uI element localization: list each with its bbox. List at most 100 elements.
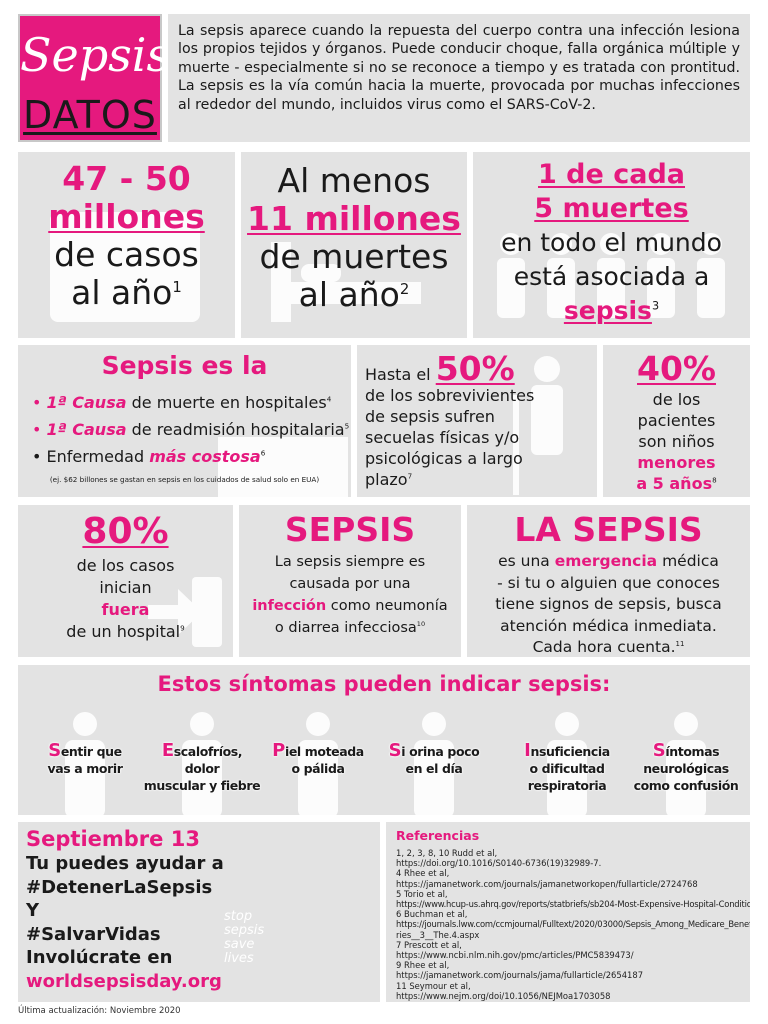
reference-link[interactable]: https://www.nejm.org/doi/10.1056/NEJMoa1… — [396, 990, 611, 1001]
reference-link[interactable]: https://www.ncbi.nlm.nih.gov/pmc/article… — [396, 950, 634, 961]
deaths-atleast: Al menos — [277, 161, 431, 200]
cta-l1: Tu puedes ayudar a — [26, 853, 224, 874]
panel-cases: 47 - 50 millones de casos al año1 — [18, 152, 235, 338]
panel-infection: SEPSIS La sepsis siempre es causada por … — [239, 505, 461, 657]
hospital-bed-icon — [271, 242, 421, 322]
panel-causes: Sepsis es la • 1ª Causa de muerte en hos… — [18, 345, 351, 497]
logo-word: stop — [224, 909, 253, 924]
ref-3: 3 — [651, 299, 660, 313]
symptom-4-l2: en el día — [405, 761, 463, 776]
infection-l2: causada por una — [289, 576, 411, 592]
logo-word: save — [224, 937, 255, 952]
symptom-3-rest: iel moteada — [284, 744, 364, 759]
person-icon — [298, 712, 338, 818]
cases-year: al año — [71, 273, 173, 312]
survivors-pct: 50% — [435, 349, 515, 388]
logo-word: lives — [224, 951, 254, 966]
ratio-associated: está asociada a — [513, 262, 710, 291]
title-datos: DATOS — [23, 93, 157, 137]
reference-line: 7 Prescott et al, — [396, 939, 462, 950]
cases-label: de casos — [54, 235, 199, 274]
symptom-2-l2: muscular y fiebre — [143, 778, 261, 793]
survivors-l1: de los sobrevivientes — [365, 386, 535, 405]
infection-l4: o diarrea infecciosa — [274, 620, 417, 636]
panel-survivors: Hasta el 50% de los sobrevivientes de se… — [357, 345, 597, 497]
exit-arrow-icon — [148, 577, 222, 647]
deaths-millions: 11 millones — [247, 199, 461, 238]
reference-link[interactable]: https://jamanetwork.com/journals/jamanet… — [396, 878, 698, 889]
children-l4: menores — [637, 453, 716, 472]
cause1-text: de muerte en hospitales — [126, 393, 327, 412]
symptom-6-rest: íntomas — [665, 744, 720, 759]
panel-emergency: LA SEPSIS es una emergencia médica - si … — [467, 505, 750, 657]
cause3-text: Enfermedad — [46, 447, 150, 466]
reference-link[interactable]: ries__3__The.4.aspx — [396, 929, 480, 940]
symptom-3-l2: o pálida — [291, 761, 345, 776]
title-box: Sepsis DATOS — [18, 14, 170, 142]
cta-hashtag-2: #SalvarVidas — [26, 923, 161, 945]
ref-8: 8 — [712, 475, 717, 485]
infection-title: SEPSIS — [284, 510, 416, 549]
person-icon — [547, 712, 587, 818]
symptom-5-l2: o dificultad — [529, 761, 605, 776]
hospital-building-icon — [218, 437, 348, 497]
cause2-em: 1ª Causa — [46, 420, 127, 439]
symptom-6-l3: como confusión — [633, 778, 739, 793]
reference-line: 1, 2, 3, 8, 10 Rudd et al, — [396, 848, 498, 858]
symptom-6-initial: S — [652, 740, 666, 761]
symptom-2-rest: scalofríos, dolor — [173, 744, 243, 776]
ref-4: 4 — [326, 394, 332, 404]
cases-range: 47 - 50 — [62, 159, 191, 198]
panel-references: Referencias 1, 2, 3, 8, 10 Rudd et al, h… — [386, 822, 750, 1002]
ref-2: 2 — [399, 280, 410, 298]
ref-11: 11 — [675, 639, 685, 648]
reference-line: 9 Rhee et al, — [396, 960, 450, 971]
ratio-one-of: 1 de cada — [538, 159, 685, 190]
outside-l3: fuera — [101, 600, 150, 619]
logo-word: sepsis — [224, 923, 265, 938]
ref-1: 1 — [172, 278, 182, 296]
emergency-l2: - si tu o alguien que conoces — [497, 573, 720, 592]
emergency-pre: es una — [498, 552, 555, 570]
reference-link[interactable]: https://jamanetwork.com/journals/jama/fu… — [396, 970, 644, 981]
reference-link[interactable]: https://journals.lww.com/ccmjournal/Full… — [396, 919, 750, 930]
outside-l1: de los casos — [76, 556, 175, 575]
reference-link[interactable]: https://www.hcup-us.ahrq.gov/reports/sta… — [396, 899, 750, 910]
children-l3: son niños — [638, 432, 715, 451]
deaths-label: de muertes — [259, 237, 449, 276]
deaths-year: al año — [298, 275, 400, 314]
person-icon — [182, 712, 222, 818]
symptom-3-initial: P — [272, 740, 285, 761]
cta-url[interactable]: worldsepsisday.org — [26, 970, 222, 992]
cta-l5: Involúcrate en — [26, 947, 173, 968]
ref-9: 9 — [180, 623, 185, 633]
symptom-2-initial: E — [161, 740, 174, 761]
reference-link[interactable]: https://doi.org/10.1016/S0140-6736(19)32… — [396, 858, 602, 869]
person-icon — [65, 712, 105, 818]
symptom-1-initial: S — [48, 740, 61, 761]
reference-line: 5 Torio et al, — [396, 888, 448, 899]
infection-em: infección — [252, 598, 327, 614]
panel-deaths: Al menos 11 millones de muertes al año2 — [241, 152, 467, 338]
symptom-6-l2: neurológicas — [643, 761, 729, 776]
infection-l3: como neumonía — [326, 598, 448, 614]
cause3-em: más costosa — [149, 447, 261, 466]
survivors-l3: secuelas físicas y/o — [365, 428, 520, 447]
cases-millions: millones — [48, 197, 205, 236]
cause2-text: de readmisión hospitalaria — [126, 420, 345, 439]
ref-7: 7 — [407, 471, 413, 481]
emergency-em: emergencia — [554, 552, 658, 570]
symptom-5-l3: respiratoria — [527, 778, 607, 793]
ratio-sepsis: sepsis — [563, 296, 652, 325]
children-l2: pacientes — [637, 411, 716, 430]
panel-cta: stop sepsis save lives Septiembre 13 Tu … — [18, 822, 380, 1002]
crutch-person-icon — [513, 356, 563, 495]
intro-paragraph: La sepsis aparece cuando la repuesta del… — [168, 14, 750, 142]
ratio-world: en todo el mundo — [501, 228, 722, 257]
symptom-5-rest: nsuficiencia — [530, 744, 610, 759]
outside-l4: de un hospital — [66, 622, 181, 641]
emergency-l3: tiene signos de sepsis, busca — [495, 595, 722, 613]
symptom-4-initial: S — [388, 740, 402, 761]
cta-date: Septiembre 13 — [26, 827, 200, 851]
cause1-em: 1ª Causa — [46, 393, 127, 412]
